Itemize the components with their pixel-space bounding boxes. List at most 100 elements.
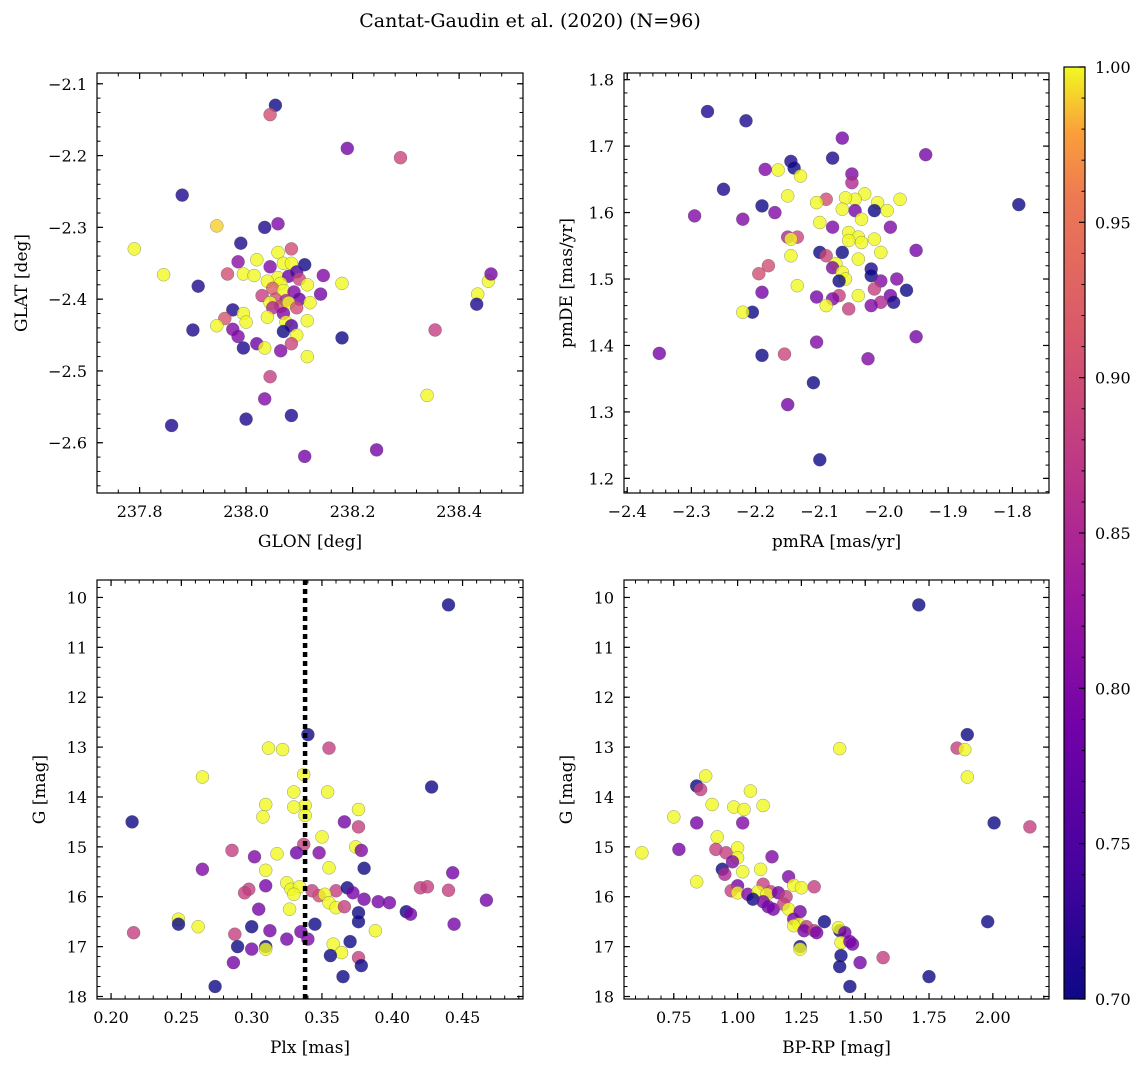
- x-tick-label: 0.40: [374, 1008, 410, 1027]
- data-point: [237, 886, 252, 900]
- x-tick-label: 1.25: [784, 1008, 820, 1027]
- data-point: [424, 780, 439, 794]
- data-point: [710, 830, 724, 844]
- points-bprp-g: [635, 598, 1037, 994]
- axes-frame: [96, 579, 524, 1000]
- data-point: [987, 816, 1001, 830]
- data-point: [403, 907, 418, 921]
- colorbar-tick-label: 0.75: [1095, 835, 1131, 854]
- data-point: [739, 114, 753, 128]
- data-point: [191, 279, 205, 293]
- data-point: [322, 861, 336, 875]
- data-point: [819, 249, 833, 263]
- x-tick-label: 0.35: [304, 1008, 340, 1027]
- data-point: [854, 235, 869, 250]
- data-point: [960, 727, 975, 742]
- data-point: [273, 344, 288, 358]
- data-point: [698, 769, 713, 783]
- panel-bprp-g: 0.75 1.00 1.25 1.50 1.75 2.00 10 11 12 13 14 15 16 17…: [557, 579, 1050, 1058]
- data-point: [263, 107, 277, 122]
- y-tick-label: 14: [67, 788, 87, 807]
- data-point: [250, 252, 264, 267]
- data-point: [323, 948, 338, 963]
- data-point: [737, 802, 751, 817]
- data-point: [263, 923, 277, 938]
- data-point: [755, 285, 769, 300]
- data-point: [289, 846, 304, 860]
- data-point: [270, 847, 284, 861]
- x-tick-label: 0.20: [93, 1008, 129, 1027]
- data-point: [337, 815, 352, 829]
- data-point: [835, 245, 850, 260]
- y-tick-label: 13: [594, 738, 614, 757]
- data-point: [793, 169, 808, 183]
- y-tick-label: 13: [67, 738, 87, 757]
- data-point: [960, 770, 975, 784]
- points-glon-glat: [127, 98, 498, 464]
- data-point: [813, 215, 827, 230]
- data-point: [735, 816, 750, 830]
- data-point: [256, 810, 270, 824]
- data-point: [736, 305, 750, 319]
- y-tick-label: 15: [594, 838, 614, 857]
- y-tick-label: 17: [594, 938, 614, 957]
- data-point: [780, 397, 795, 412]
- colorbar-tick-label: 0.85: [1095, 524, 1131, 543]
- data-point: [308, 917, 322, 931]
- data-point: [1023, 820, 1037, 834]
- data-point: [297, 449, 312, 464]
- data-point: [832, 274, 846, 288]
- data-point: [771, 163, 785, 177]
- y-tick-label: 18: [594, 988, 614, 1007]
- data-point: [231, 255, 245, 269]
- data-point: [761, 258, 776, 273]
- data-point: [890, 272, 904, 286]
- data-point: [320, 785, 335, 799]
- data-point: [247, 850, 262, 864]
- x-tick-label: 237.8: [117, 502, 163, 521]
- data-point: [271, 217, 285, 231]
- data-point: [705, 797, 719, 812]
- data-point: [716, 182, 731, 197]
- data-point: [195, 770, 210, 784]
- panel-plx-g: 0.20 0.25 0.30 0.35 0.40 0.45 10 11 12 13 14 15 16 17…: [30, 579, 524, 1058]
- data-point: [258, 797, 273, 812]
- data-point: [228, 927, 242, 941]
- data-point: [864, 298, 878, 313]
- data-point: [313, 287, 328, 301]
- x-tick-label: 1.00: [720, 1008, 756, 1027]
- data-point: [809, 195, 824, 210]
- data-point: [175, 188, 189, 202]
- panels: 237.8 238.0 238.2 238.4 −2.1 −2.2 −2.3 −2.4 −2.5…: [12, 71, 1050, 1058]
- data-point: [780, 189, 795, 203]
- x-tick-label: 2.00: [975, 1008, 1011, 1027]
- y-tick-label: 11: [67, 638, 87, 657]
- y-tick-label: 1.8: [589, 71, 614, 90]
- data-point: [244, 919, 259, 934]
- data-point: [886, 295, 901, 310]
- data-point: [743, 784, 758, 798]
- data-point: [784, 249, 798, 263]
- data-point: [127, 242, 142, 256]
- data-point: [854, 212, 869, 226]
- data-point: [700, 104, 715, 119]
- data-point: [806, 375, 821, 390]
- data-point: [287, 785, 301, 799]
- data-point: [874, 245, 888, 260]
- data-point: [284, 242, 299, 256]
- colorbar-tick-label: 0.95: [1095, 213, 1131, 232]
- data-point: [393, 150, 408, 165]
- data-point: [300, 313, 315, 328]
- data-point: [258, 879, 273, 893]
- data-point: [287, 887, 301, 902]
- data-point: [909, 243, 923, 258]
- data-point: [909, 330, 923, 344]
- data-point: [239, 412, 253, 426]
- data-point: [867, 232, 882, 246]
- data-point: [484, 267, 498, 281]
- data-point: [843, 979, 857, 994]
- x-tick-label: −1.8: [993, 502, 1032, 521]
- data-point: [257, 220, 272, 235]
- points-pmra-pmde: [652, 104, 1026, 467]
- data-point: [346, 886, 360, 900]
